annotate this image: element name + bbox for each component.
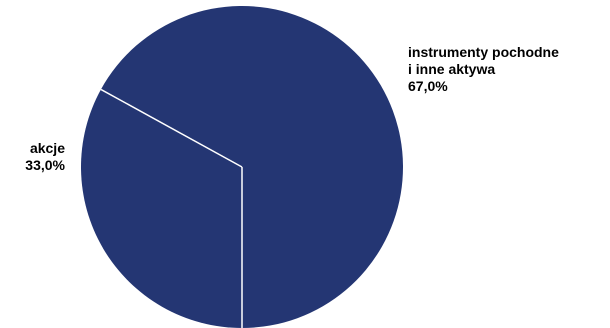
slice-label-line: instrumenty pochodne	[408, 44, 559, 60]
slice-label-line: i inne aktywa	[408, 61, 496, 77]
slice-value-label: 67,0%	[408, 78, 448, 94]
slice-label-line: akcje	[29, 140, 65, 156]
slice-label-akcje: akcje 33,0%	[25, 140, 65, 174]
pie-slice-0	[100, 6, 403, 328]
slice-separator-1	[100, 88, 243, 168]
slice-label-instrumenty: instrumenty pochodne i inne aktywa 67,0%	[408, 44, 559, 95]
slice-value-label: 33,0%	[25, 157, 65, 173]
pie-slice-1	[81, 89, 242, 328]
